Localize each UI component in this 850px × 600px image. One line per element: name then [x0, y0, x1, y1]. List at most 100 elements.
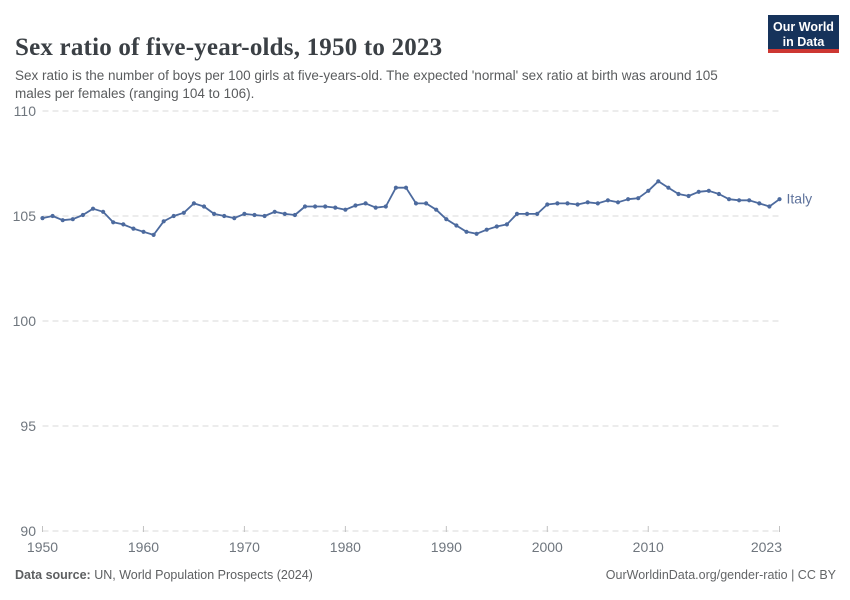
data-point[interactable]: [323, 204, 328, 209]
data-point[interactable]: [343, 207, 348, 212]
data-point[interactable]: [171, 213, 176, 219]
data-point[interactable]: [706, 188, 711, 193]
data-point[interactable]: [434, 207, 439, 212]
x-axis-label: 1950: [27, 539, 58, 555]
data-point[interactable]: [656, 179, 661, 184]
data-point[interactable]: [101, 209, 106, 214]
x-axis-label: 1980: [330, 539, 361, 555]
data-point[interactable]: [535, 211, 540, 216]
data-point[interactable]: [696, 189, 701, 194]
data-point[interactable]: [605, 198, 611, 203]
data-point[interactable]: [565, 201, 570, 206]
chart-subtitle: Sex ratio is the number of boys per 100 …: [15, 67, 718, 102]
y-axis-label: 110: [14, 103, 37, 119]
y-axis-label: 95: [20, 418, 36, 434]
data-point[interactable]: [767, 204, 772, 209]
data-point[interactable]: [373, 205, 378, 210]
data-point[interactable]: [646, 188, 651, 193]
license-link[interactable]: OurWorldinData.org/gender-ratio | CC BY: [605, 568, 836, 582]
data-point[interactable]: [615, 200, 621, 205]
x-axis-label: 2000: [532, 539, 563, 555]
data-point[interactable]: [242, 211, 247, 216]
data-point[interactable]: [403, 185, 409, 190]
data-point[interactable]: [474, 231, 479, 236]
data-point[interactable]: [666, 185, 671, 190]
data-point[interactable]: [595, 201, 600, 206]
data-point[interactable]: [525, 211, 530, 216]
data-point[interactable]: [514, 211, 520, 216]
data-point[interactable]: [80, 212, 85, 218]
x-axis-label: 1960: [128, 539, 159, 555]
data-point[interactable]: [454, 223, 459, 228]
data-point[interactable]: [504, 222, 509, 227]
data-point[interactable]: [333, 205, 338, 210]
data-point[interactable]: [161, 219, 166, 224]
data-point[interactable]: [353, 203, 358, 208]
x-axis-label: 1990: [431, 539, 462, 555]
data-source-label: Data source:: [15, 568, 91, 582]
data-point[interactable]: [121, 222, 126, 227]
data-point[interactable]: [363, 201, 368, 206]
owid-logo[interactable]: Our World in Data: [768, 15, 839, 53]
x-axis-label: 1970: [229, 539, 260, 555]
data-point[interactable]: [151, 232, 156, 237]
series-label-italy: Italy: [787, 191, 813, 207]
owid-logo-line2: in Data: [782, 34, 825, 49]
data-point[interactable]: [716, 191, 722, 197]
data-point[interactable]: [40, 216, 45, 221]
data-point[interactable]: [60, 218, 65, 223]
data-point[interactable]: [393, 185, 398, 190]
data-point[interactable]: [302, 204, 308, 209]
data-point[interactable]: [141, 229, 146, 234]
data-point[interactable]: [726, 197, 732, 202]
y-axis-label: 100: [13, 313, 37, 329]
data-point[interactable]: [424, 201, 429, 206]
data-point[interactable]: [757, 201, 762, 206]
data-point[interactable]: [292, 212, 297, 218]
data-point[interactable]: [282, 211, 287, 216]
data-point[interactable]: [111, 220, 116, 225]
y-axis-label: 90: [20, 523, 36, 539]
data-point[interactable]: [222, 213, 227, 219]
owid-logo-line1: Our World: [773, 20, 834, 34]
x-axis-label: 2023: [751, 539, 782, 555]
data-point[interactable]: [313, 204, 318, 209]
data-point[interactable]: [252, 212, 257, 218]
data-source-note: Data source: UN, World Population Prospe…: [15, 568, 313, 582]
data-point[interactable]: [232, 216, 237, 221]
data-point[interactable]: [262, 213, 267, 219]
data-point[interactable]: [272, 209, 277, 214]
data-point[interactable]: [777, 197, 782, 202]
data-point[interactable]: [413, 201, 419, 206]
chart-footer: Data source: UN, World Population Prospe…: [15, 568, 836, 582]
data-point[interactable]: [545, 202, 550, 207]
data-point[interactable]: [444, 217, 449, 222]
data-point[interactable]: [70, 217, 75, 222]
data-point[interactable]: [201, 204, 207, 209]
data-point[interactable]: [737, 198, 742, 203]
x-axis-label: 2010: [633, 539, 664, 555]
data-point[interactable]: [191, 201, 196, 206]
data-point[interactable]: [464, 229, 469, 234]
data-point[interactable]: [747, 198, 752, 203]
chart-title: Sex ratio of five-year-olds, 1950 to 202…: [15, 33, 443, 61]
data-point[interactable]: [181, 210, 186, 215]
data-point[interactable]: [626, 197, 631, 202]
data-point[interactable]: [494, 224, 499, 229]
data-point[interactable]: [585, 200, 590, 205]
data-point[interactable]: [555, 201, 560, 206]
data-point[interactable]: [383, 204, 388, 209]
data-point[interactable]: [686, 193, 691, 199]
data-source-text: UN, World Population Prospects (2024): [94, 568, 313, 582]
data-point[interactable]: [50, 213, 55, 219]
data-point[interactable]: [90, 206, 96, 211]
data-point[interactable]: [212, 211, 217, 216]
data-point[interactable]: [676, 191, 681, 197]
data-point[interactable]: [636, 196, 641, 201]
data-point[interactable]: [484, 227, 489, 232]
data-point[interactable]: [131, 226, 136, 231]
data-point[interactable]: [575, 202, 580, 207]
y-axis-label: 105: [13, 208, 37, 224]
